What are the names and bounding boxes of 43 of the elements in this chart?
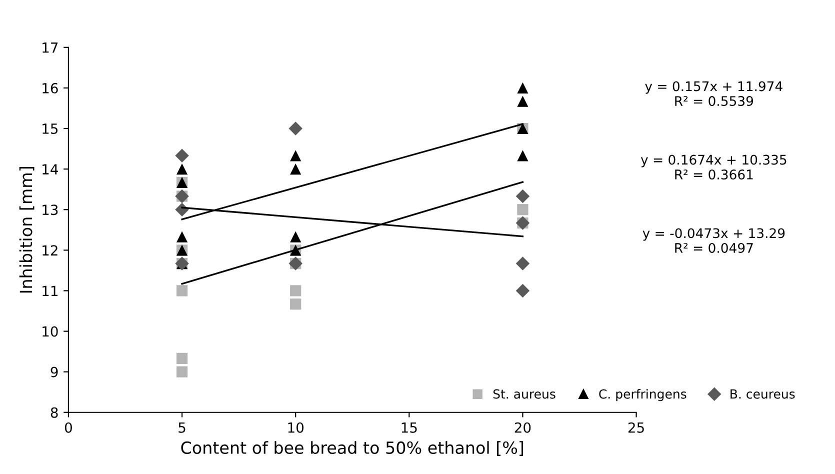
- text: y = 0.1674x + 10.335 R² = 0.3661: [640, 154, 786, 180]
- x-tick-label: 0: [64, 422, 72, 433]
- y-tick-label: 10: [42, 326, 58, 337]
- x-tick-label: 25: [628, 422, 644, 433]
- x-tick-label: 20: [514, 422, 531, 433]
- x-axis-title: Content of bee bread to 50% ethanol [%]: [181, 441, 524, 456]
- point: [290, 164, 302, 175]
- point: [176, 366, 188, 378]
- legend-label: St. aureus: [493, 389, 556, 399]
- y-tick-label: 17: [42, 42, 58, 53]
- point: [288, 122, 302, 136]
- point: [290, 231, 302, 242]
- x-tick-label: 15: [402, 422, 417, 433]
- point: [517, 204, 528, 216]
- y-tick-label: 11: [42, 286, 58, 296]
- y-axis-title: Inhibition [mm]: [19, 167, 34, 293]
- point: [290, 285, 302, 296]
- y-tick-label: 9: [50, 366, 58, 378]
- point: [290, 150, 302, 162]
- point: [517, 82, 528, 94]
- point: [516, 189, 530, 204]
- y-tick-label: 13: [42, 204, 58, 216]
- x-tick-label: 5: [178, 422, 186, 433]
- y-tick-label: 14: [42, 164, 58, 174]
- text: y = 0.157x + 11.974 R² = 0.5539: [645, 81, 782, 106]
- point: [176, 164, 188, 175]
- y-tick-label: 8: [50, 407, 58, 418]
- point: [516, 284, 530, 298]
- point: [176, 285, 188, 296]
- point: [516, 256, 530, 270]
- legend-label: C. perfringens: [599, 389, 686, 402]
- y-tick-label: 16: [42, 82, 58, 94]
- legend-label: B. ceureus: [730, 389, 795, 399]
- point: [517, 150, 528, 162]
- y-tick-label: 12: [42, 245, 58, 256]
- x-tick-label: 10: [288, 422, 304, 433]
- point: [176, 352, 188, 364]
- point: [290, 298, 302, 310]
- point: [176, 231, 188, 242]
- point: [175, 148, 189, 163]
- point: [517, 96, 528, 107]
- text: y = -0.0473x + 13.29 R² = 0.0497: [642, 228, 785, 253]
- y-tick-label: 15: [42, 124, 58, 134]
